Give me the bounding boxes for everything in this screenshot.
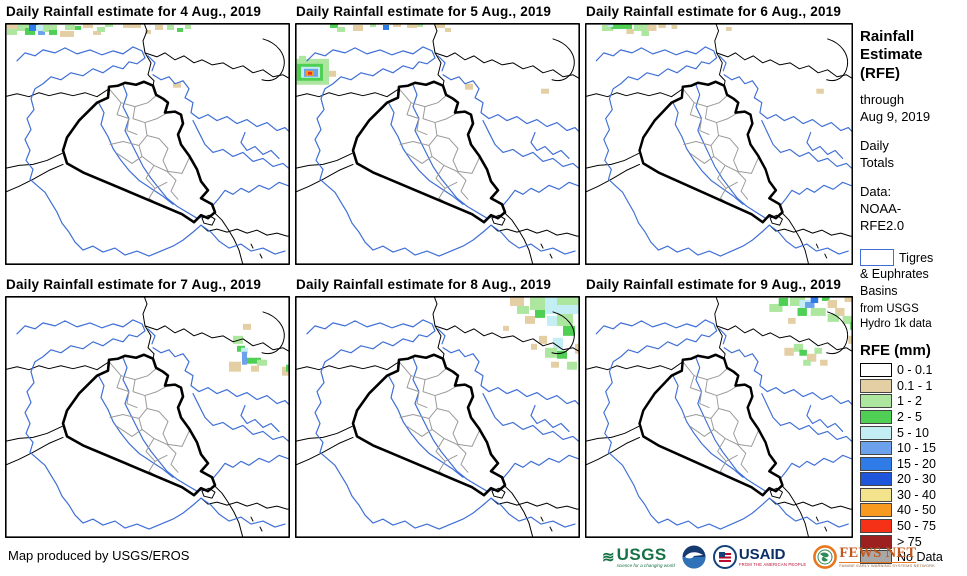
map-canvas <box>585 23 853 265</box>
sidebar-title: Rainfall Estimate (RFE) <box>860 28 923 82</box>
legend-label: 5 - 10 <box>897 425 929 440</box>
basin-swatch <box>860 249 894 267</box>
legend-swatch <box>860 503 892 518</box>
legend-swatch <box>860 409 892 424</box>
map-panel-5aug: Daily Rainfall estimate for 5 Aug., 2019 <box>295 4 580 265</box>
basin-label-line1: Tigres <box>899 250 934 265</box>
legend-row: 50 - 75 <box>860 519 964 534</box>
legend-label: 15 - 20 <box>897 456 936 471</box>
legend-label: No Data <box>897 550 943 565</box>
map-panel-9aug: Daily Rainfall estimate for 9 Aug., 2019 <box>585 277 853 538</box>
panel-title: Daily Rainfall estimate for 6 Aug., 2019 <box>586 4 842 19</box>
panel-title: Daily Rainfall estimate for 4 Aug., 2019 <box>6 4 262 19</box>
basin-legend: Tigres & Euphrates Basins from USGS Hydr… <box>860 249 964 331</box>
legend-swatch <box>860 472 892 487</box>
legend-row: 5 - 10 <box>860 425 964 440</box>
rfe-legend-title: RFE (mm) <box>860 341 931 359</box>
usgs-logo: ≋ USGS science for a changing world <box>602 546 675 569</box>
legend-swatch <box>860 534 892 549</box>
legend-row: > 75 <box>860 534 964 549</box>
usgs-tagline: science for a changing world <box>616 562 675 568</box>
legend-row: 30 - 40 <box>860 487 964 502</box>
map-canvas <box>585 296 853 538</box>
map-panel-6aug: Daily Rainfall estimate for 6 Aug., 2019 <box>585 4 853 265</box>
legend-label: 30 - 40 <box>897 487 936 502</box>
panel-title: Daily Rainfall estimate for 9 Aug., 2019 <box>586 277 842 292</box>
legend-row: 0 - 0.1 <box>860 363 964 378</box>
legend-row: No Data <box>860 550 964 565</box>
sidebar-daily-totals: Daily Totals <box>860 138 894 170</box>
sidebar-data-source: Data: NOAA- RFE2.0 <box>860 184 905 233</box>
legend-swatch <box>860 550 892 565</box>
map-panel-8aug: Daily Rainfall estimate for 8 Aug., 2019 <box>295 277 580 538</box>
legend-label: 10 - 15 <box>897 441 936 456</box>
legend-label: 1 - 2 <box>897 394 923 409</box>
map-panel-7aug: Daily Rainfall estimate for 7 Aug., 2019 <box>5 277 290 538</box>
usaid-logo-text: USAID <box>738 545 786 563</box>
legend-label: 2 - 5 <box>897 409 923 424</box>
sidebar-through: through Aug 9, 2019 <box>860 91 931 124</box>
fewsnet-logo-text: FEWS NET <box>839 545 917 563</box>
legend-label: 20 - 30 <box>897 472 936 487</box>
fewsnet-globe-icon <box>813 545 838 569</box>
noaa-icon <box>682 545 706 569</box>
rain-layer <box>229 323 290 376</box>
legend-swatch <box>860 456 892 471</box>
legend-label: > 75 <box>897 534 922 549</box>
legend-row: 20 - 30 <box>860 472 964 487</box>
legend-swatch <box>860 425 892 440</box>
noaa-logo <box>682 545 706 569</box>
fewsnet-logo: FEWS NET FAMINE EARLY WARNING SYSTEMS NE… <box>813 545 935 569</box>
map-canvas <box>295 296 580 538</box>
map-canvas <box>5 23 290 265</box>
map-canvas <box>5 296 290 538</box>
legend-label: 40 - 50 <box>897 503 936 518</box>
legend-row: 15 - 20 <box>860 456 964 471</box>
rain-layer <box>503 296 580 370</box>
legend-label: 0.1 - 1 <box>897 378 933 393</box>
rain-layer <box>601 23 824 94</box>
map-canvas <box>295 23 580 265</box>
legend-swatch <box>860 441 892 456</box>
legend-row: 40 - 50 <box>860 503 964 518</box>
usaid-tagline: FROM THE AMERICAN PEOPLE <box>738 561 807 567</box>
legend-row: 1 - 2 <box>860 394 964 409</box>
basin-source: from USGS Hydro 1k data <box>860 302 932 330</box>
rain-layer <box>295 23 549 94</box>
rfe-legend: RFE (mm) 0 - 0.1 0.1 - 1 1 - 2 2 - 5 5 -… <box>860 341 964 565</box>
footer-logos: ≋ USGS science for a changing world <box>602 542 935 572</box>
legend-swatch <box>860 363 892 378</box>
rain-layer <box>5 23 191 88</box>
legend-swatch <box>860 394 892 409</box>
panel-title: Daily Rainfall estimate for 5 Aug., 2019 <box>296 4 552 19</box>
usaid-icon <box>712 545 737 569</box>
usgs-wave-icon: ≋ <box>602 548 615 566</box>
panel-title: Daily Rainfall estimate for 8 Aug., 2019 <box>296 277 552 292</box>
sidebar: Rainfall Estimate (RFE) through Aug 9, 2… <box>860 28 964 566</box>
legend-swatch <box>860 487 892 502</box>
legend-label: 50 - 75 <box>897 519 936 534</box>
legend-row: 0.1 - 1 <box>860 378 964 393</box>
map-panel-4aug: Daily Rainfall estimate for 4 Aug., 2019 <box>5 4 290 265</box>
legend-row: 2 - 5 <box>860 409 964 424</box>
rain-layer <box>769 296 853 366</box>
basin-label-rest: & Euphrates Basins <box>860 267 929 298</box>
legend-swatch <box>860 378 892 393</box>
usaid-logo: USAID FROM THE AMERICAN PEOPLE <box>712 545 807 569</box>
fewsnet-tagline: FAMINE EARLY WARNING SYSTEMS NETWORK <box>839 562 935 568</box>
legend-row: 10 - 15 <box>860 441 964 456</box>
usgs-logo-text: USGS <box>616 544 667 564</box>
legend-label: 0 - 0.1 <box>897 363 933 378</box>
legend-swatch <box>860 519 892 534</box>
map-credit: Map produced by USGS/EROS <box>8 548 190 563</box>
panel-title: Daily Rainfall estimate for 7 Aug., 2019 <box>6 277 262 292</box>
